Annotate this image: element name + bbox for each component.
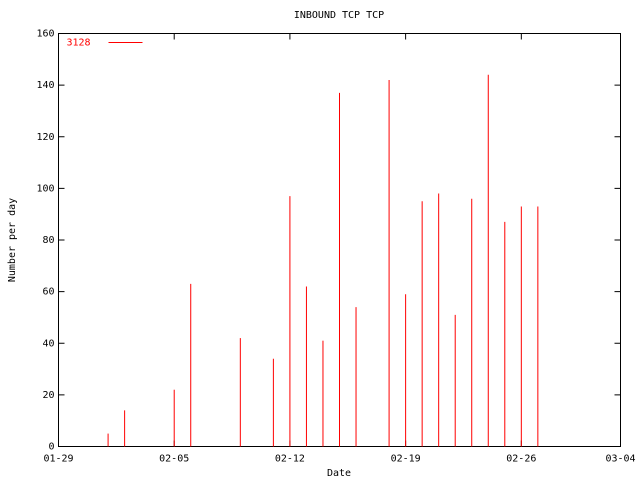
y-tick-label: 80 [42, 235, 54, 246]
y-axis-label: Number per day [7, 198, 18, 282]
y-tick-label: 140 [36, 80, 54, 91]
x-tick-label: 02-19 [391, 454, 421, 465]
x-tick-label: 02-05 [159, 454, 189, 465]
chart-title: INBOUND TCP TCP [294, 10, 384, 21]
y-tick-label: 20 [42, 390, 54, 401]
x-axis-label: Date [327, 468, 351, 479]
x-tick-label: 02-26 [506, 454, 536, 465]
y-tick-label: 120 [36, 132, 54, 143]
legend-label: 3128 [67, 38, 91, 49]
x-tick-label: 02-12 [275, 454, 305, 465]
y-tick-label: 100 [36, 183, 54, 194]
y-tick-label: 160 [36, 29, 54, 40]
x-tick-label: 03-04 [605, 454, 635, 465]
y-tick-label: 0 [48, 442, 54, 453]
y-tick-label: 40 [42, 338, 54, 349]
y-tick-label: 60 [42, 287, 54, 298]
x-tick-label: 01-29 [43, 454, 73, 465]
